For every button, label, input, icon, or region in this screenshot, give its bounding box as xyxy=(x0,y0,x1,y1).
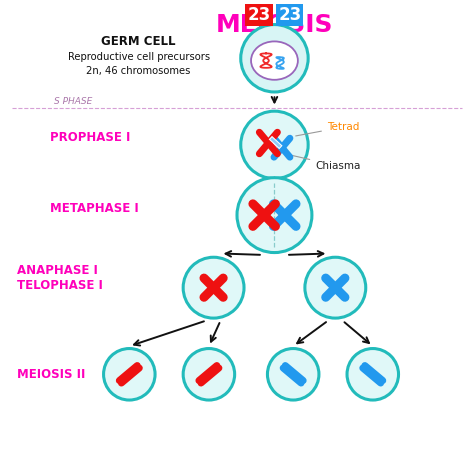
Text: GERM CELL: GERM CELL xyxy=(101,36,176,48)
Text: Chiasma: Chiasma xyxy=(286,154,361,171)
Circle shape xyxy=(267,348,319,400)
Text: PROPHASE I: PROPHASE I xyxy=(50,131,130,145)
Text: METAPHASE I: METAPHASE I xyxy=(50,201,138,215)
Circle shape xyxy=(347,348,399,400)
Ellipse shape xyxy=(251,41,298,80)
Text: Tetrad: Tetrad xyxy=(296,122,359,136)
Circle shape xyxy=(241,25,308,92)
Text: MEIOSIS II: MEIOSIS II xyxy=(17,368,85,381)
Circle shape xyxy=(237,178,312,253)
Circle shape xyxy=(305,257,366,318)
Circle shape xyxy=(103,348,155,400)
Text: MEIOSIS: MEIOSIS xyxy=(216,13,333,37)
Text: 2n, 46 chromosomes: 2n, 46 chromosomes xyxy=(86,66,191,76)
Circle shape xyxy=(183,348,235,400)
Circle shape xyxy=(183,257,244,318)
Text: S PHASE: S PHASE xyxy=(55,97,93,106)
Circle shape xyxy=(241,111,308,179)
Text: 23: 23 xyxy=(247,6,271,24)
Text: Reproductive cell precursors: Reproductive cell precursors xyxy=(68,52,210,62)
Text: ANAPHASE I
TELOPHASE I: ANAPHASE I TELOPHASE I xyxy=(17,264,103,292)
Text: 23: 23 xyxy=(278,6,301,24)
